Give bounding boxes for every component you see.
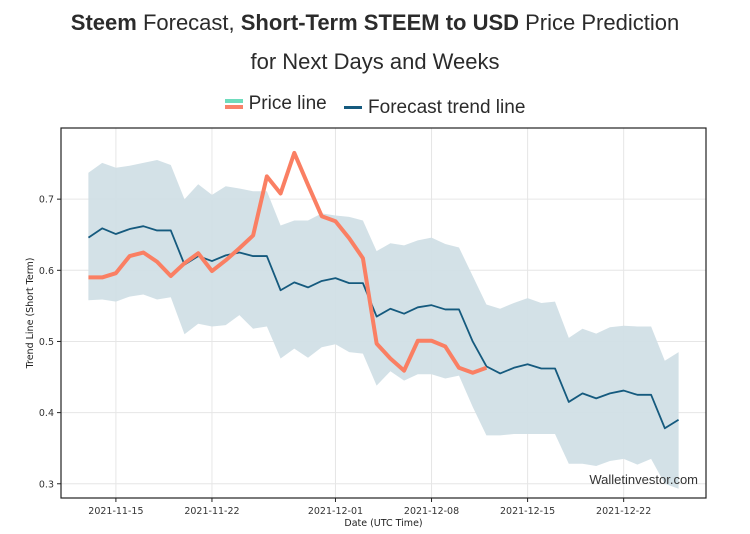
legend-forecast-label: Forecast trend line	[368, 96, 526, 118]
x-tick-label: 2021-12-15	[500, 506, 555, 517]
x-tick-label: 2021-11-22	[184, 506, 239, 517]
title-pair: Short-Term STEEM to USD	[240, 10, 520, 35]
x-tick-label: 2021-12-01	[308, 506, 363, 517]
legend: Price line Forecast trend line	[0, 93, 750, 119]
x-tick-label: 2021-12-08	[404, 506, 459, 517]
legend-item-forecast: Forecast trend line	[344, 97, 525, 119]
chart-title-line-1: Steem Forecast, Short-Term STEEM to USD …	[0, 10, 750, 36]
price-line-swatch-icon	[224, 99, 243, 109]
x-axis-ticks: 2021-11-15 2021-11-22 2021-12-01 2021-12-08…	[88, 498, 651, 517]
x-axis-label: Date (UTC Time)	[344, 518, 422, 529]
y-tick-label: 0.7	[39, 195, 54, 206]
legend-price-label: Price line	[248, 93, 327, 114]
plot-frame	[60, 127, 707, 499]
forecast-confidence-band	[88, 160, 679, 489]
legend-item-price: Price line	[224, 93, 327, 115]
x-tick-label: 2021-12-22	[596, 506, 651, 517]
forecast-line-swatch-icon	[344, 106, 363, 109]
chart-title-line-2: for Next Days and Weeks	[250, 49, 500, 74]
y-axis-ticks: 0.3 0.4 0.5 0.6 0.7	[39, 195, 61, 490]
title-text: Forecast,	[136, 10, 241, 35]
title-text-end: Price Prediction	[519, 10, 680, 35]
y-tick-label: 0.5	[39, 337, 54, 348]
y-axis-label: Trend Line (Short Term)	[25, 258, 36, 370]
y-tick-label: 0.6	[39, 266, 54, 277]
y-tick-label: 0.4	[39, 408, 54, 419]
price-line	[88, 150, 488, 375]
title-coin-name: Steem	[70, 10, 137, 35]
watermark: Walletinvestor.com	[589, 472, 698, 487]
x-tick-label: 2021-11-15	[88, 506, 143, 517]
y-tick-label: 0.3	[39, 479, 54, 490]
